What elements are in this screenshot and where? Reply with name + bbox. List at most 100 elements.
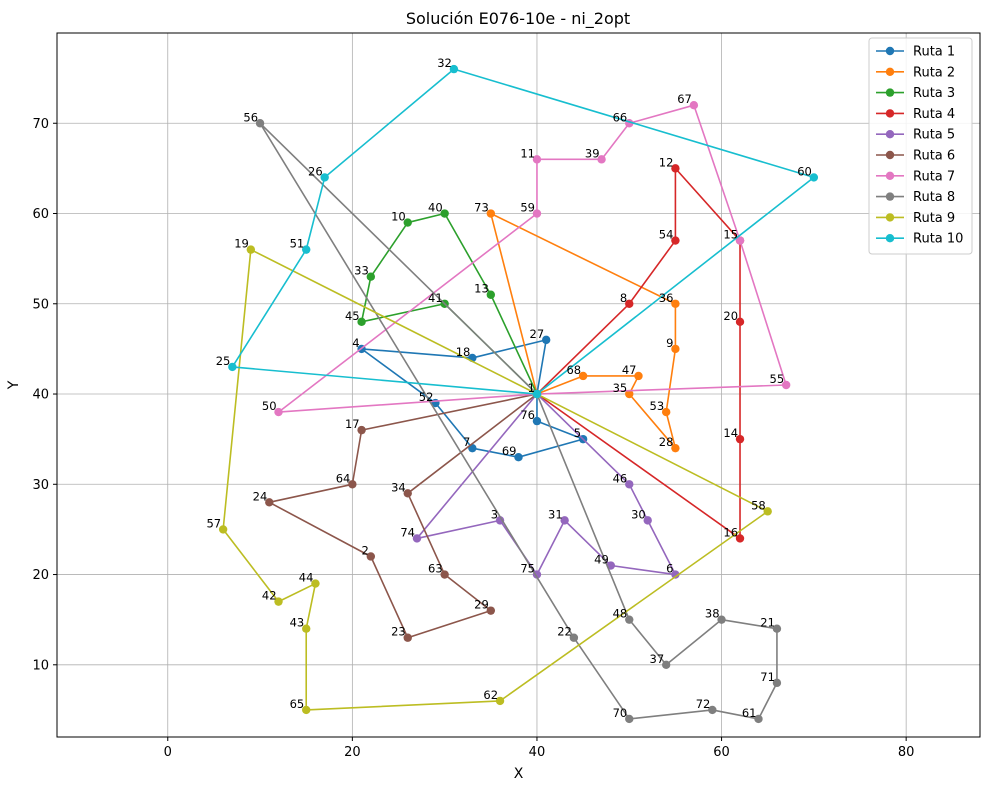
legend-label: Ruta 4 — [913, 107, 955, 122]
node-point-35 — [625, 389, 634, 399]
node-label-54: 54 — [659, 228, 674, 242]
node-point-72 — [708, 705, 717, 715]
node-point-51 — [302, 245, 311, 254]
node-label-69: 69 — [502, 444, 517, 458]
route-line-1 — [360, 339, 584, 459]
node-label-14: 14 — [723, 426, 738, 440]
legend-marker — [885, 171, 895, 180]
node-label-46: 46 — [613, 471, 628, 485]
node-label-35: 35 — [613, 381, 628, 395]
route-10 — [228, 64, 819, 399]
legend-marker — [885, 109, 895, 118]
y-tick-label: 10 — [32, 658, 49, 673]
legend-label: Ruta 1 — [913, 45, 955, 60]
node-label-24: 24 — [253, 489, 268, 503]
node-label-52: 52 — [419, 390, 434, 404]
x-tick-label: 20 — [344, 745, 361, 760]
node-point-68 — [578, 371, 588, 381]
node-point-59 — [532, 209, 542, 218]
node-point-16 — [735, 534, 745, 543]
node-label-21: 21 — [760, 616, 775, 630]
node-point-31 — [560, 516, 569, 525]
node-point-30 — [643, 516, 652, 525]
route-6 — [265, 389, 542, 642]
x-axis-label: X — [514, 766, 524, 782]
legend-entry-6: Ruta 6 — [876, 149, 955, 164]
route-line-9 — [222, 248, 769, 711]
node-point-23 — [403, 633, 412, 642]
legend-marker — [885, 192, 895, 201]
node-label-56: 56 — [243, 110, 258, 124]
legend-marker — [885, 130, 895, 139]
node-point-19 — [246, 245, 256, 254]
legend-marker — [885, 213, 895, 222]
node-point-25 — [228, 362, 237, 372]
node-point-27 — [541, 335, 551, 345]
node-label-62: 62 — [483, 688, 498, 702]
node-label-51: 51 — [290, 237, 305, 251]
node-label-63: 63 — [428, 562, 443, 576]
node-point-61 — [754, 714, 763, 724]
node-label-27: 27 — [530, 327, 545, 341]
node-label-57: 57 — [206, 516, 221, 530]
route-line-2 — [490, 212, 677, 449]
node-label-2: 2 — [361, 543, 368, 557]
route-line-5 — [416, 393, 677, 576]
node-point-39 — [597, 155, 606, 164]
node-point-14 — [735, 434, 745, 444]
node-point-57 — [218, 525, 228, 534]
node-label-25: 25 — [216, 354, 231, 368]
node-label-23: 23 — [391, 625, 406, 639]
node-label-5: 5 — [574, 426, 581, 440]
node-label-31: 31 — [548, 507, 563, 521]
legend-marker — [885, 46, 895, 56]
legend-label: Ruta 6 — [913, 149, 955, 164]
node-label-42: 42 — [262, 589, 277, 603]
node-point-8 — [625, 299, 634, 308]
node-label-12: 12 — [659, 155, 674, 169]
node-label-19: 19 — [234, 237, 249, 251]
node-point-43 — [302, 624, 311, 633]
node-label-17: 17 — [345, 417, 360, 431]
node-label-11: 11 — [520, 146, 535, 160]
y-tick-label: 20 — [32, 568, 49, 583]
node-point-40 — [440, 209, 449, 218]
node-point-53 — [661, 407, 671, 417]
node-point-70 — [625, 714, 634, 724]
legend-entry-10: Ruta 10 — [876, 232, 963, 247]
node-point-13 — [486, 290, 496, 299]
node-point-12 — [671, 164, 680, 173]
node-label-15: 15 — [723, 228, 738, 242]
node-label-29: 29 — [474, 598, 489, 612]
node-point-26 — [320, 173, 329, 182]
node-label-60: 60 — [797, 164, 812, 178]
node-point-65 — [302, 705, 311, 715]
node-point-76 — [532, 416, 542, 426]
node-point-45 — [357, 317, 366, 327]
node-point-2 — [366, 552, 376, 561]
node-label-7: 7 — [463, 435, 470, 449]
legend-label: Ruta 5 — [913, 128, 955, 143]
y-tick-label: 30 — [32, 478, 49, 493]
node-label-75: 75 — [520, 562, 535, 576]
node-label-1: 1 — [528, 381, 535, 395]
node-point-32 — [449, 64, 459, 74]
node-point-24 — [265, 498, 274, 507]
node-point-11 — [532, 155, 542, 164]
node-point-55 — [781, 380, 791, 390]
routes-layer — [218, 64, 819, 724]
node-point-74 — [412, 534, 422, 543]
legend-label: Ruta 2 — [913, 65, 955, 80]
node-point-42 — [274, 597, 283, 606]
node-label-18: 18 — [456, 345, 471, 359]
node-label-13: 13 — [474, 282, 489, 296]
node-label-34: 34 — [391, 480, 406, 494]
route-line-6 — [268, 393, 538, 639]
node-label-50: 50 — [262, 399, 277, 413]
node-point-1 — [532, 389, 542, 399]
node-point-71 — [772, 678, 782, 688]
node-label-67: 67 — [677, 92, 692, 106]
route-line-7 — [277, 104, 787, 413]
node-label-9: 9 — [666, 336, 673, 350]
